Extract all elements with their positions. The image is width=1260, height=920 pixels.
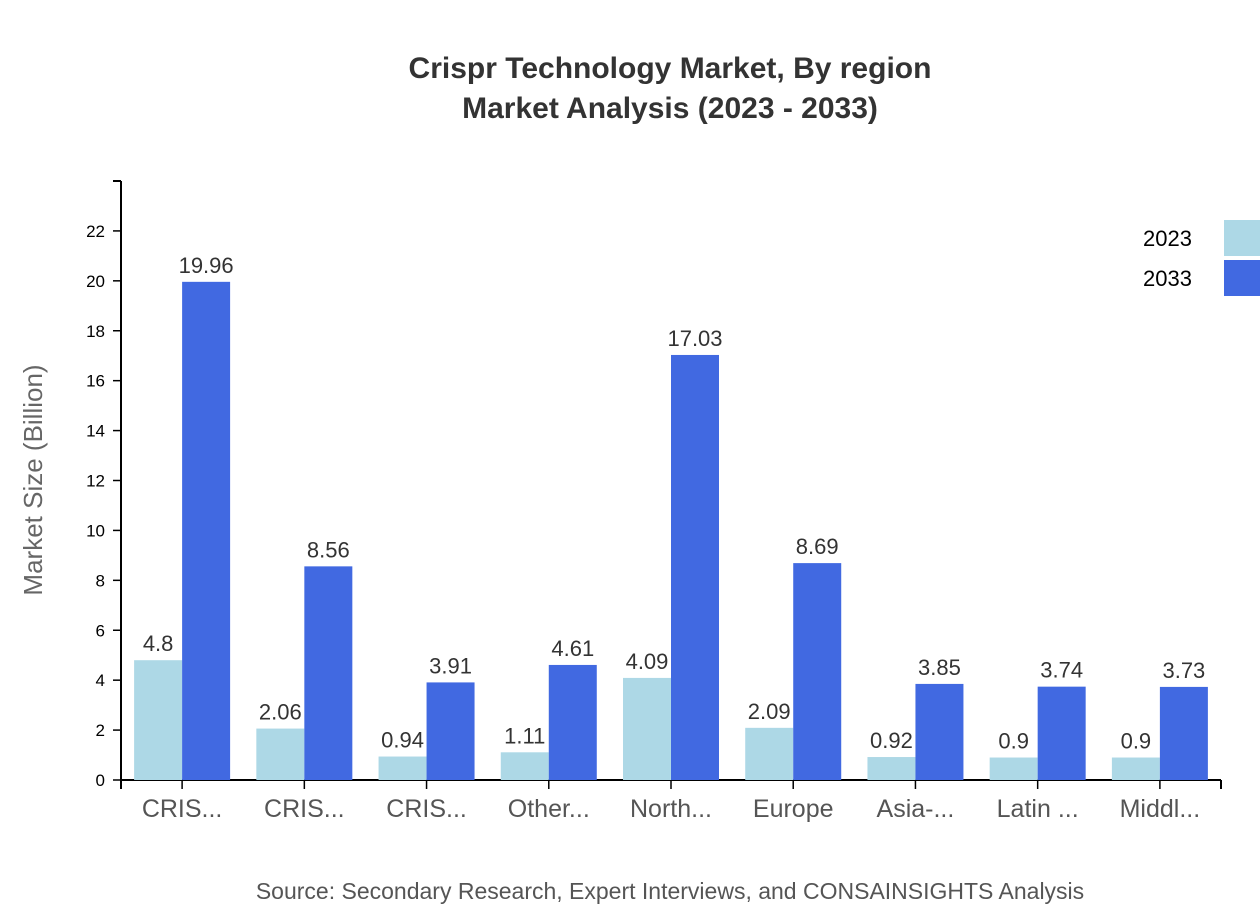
x-tick-label: CRIS... (386, 795, 467, 823)
data-label: 0.9 (1121, 729, 1152, 754)
data-label: 3.91 (429, 653, 472, 678)
data-label: 3.73 (1162, 658, 1205, 683)
x-tick-label: Middl... (1120, 795, 1201, 823)
x-tick-label: Europe (753, 795, 834, 823)
bar-2023 (500, 752, 549, 780)
data-label: 19.96 (179, 253, 234, 278)
chart-title: Crispr Technology Market, By region (408, 52, 932, 85)
y-tick-label: 8 (96, 571, 105, 590)
data-label: 1.11 (504, 723, 545, 748)
bar-2033 (1037, 686, 1086, 780)
bar-2023 (989, 757, 1038, 780)
legend-label: 2023 (1143, 226, 1192, 251)
legend-swatch-2033 (1224, 260, 1260, 296)
y-tick-label: 14 (86, 422, 105, 441)
bar-2033 (1159, 686, 1208, 780)
x-tick-label: CRIS... (142, 795, 223, 823)
data-label: 3.74 (1040, 658, 1083, 683)
bar-2023 (134, 660, 183, 780)
data-label: 0.92 (870, 728, 913, 753)
bar-2033 (304, 566, 353, 780)
data-label: 4.61 (551, 636, 594, 661)
y-tick-label: 10 (86, 521, 105, 540)
legend-swatch-2023 (1224, 220, 1260, 256)
bar-2033 (426, 682, 475, 780)
y-tick-label: 18 (86, 322, 105, 341)
data-label: 2.09 (748, 699, 791, 724)
y-tick-label: 22 (86, 222, 105, 241)
legend-label: 2033 (1143, 266, 1192, 291)
y-tick-label: 0 (96, 771, 105, 790)
data-label: 17.03 (667, 326, 722, 351)
data-label: 8.56 (307, 537, 350, 562)
y-tick-label: 6 (96, 621, 105, 640)
data-label: 3.85 (918, 655, 961, 680)
bar-2033 (548, 664, 597, 780)
bar-2023 (867, 757, 916, 780)
y-tick-label: 4 (96, 671, 105, 690)
y-axis-label: Market Size (Billion) (18, 364, 48, 595)
y-tick-label: 16 (86, 372, 105, 391)
data-label: 0.94 (381, 728, 424, 753)
y-tick-label: 12 (86, 472, 105, 491)
x-tick-label: North... (630, 795, 712, 823)
bar-2023 (1111, 757, 1160, 780)
bar-2023 (378, 756, 427, 780)
chart-subtitle: Market Analysis (2023 - 2033) (462, 92, 878, 125)
bar-2033 (915, 683, 964, 780)
bar-2033 (793, 563, 842, 780)
bar-2033 (182, 281, 231, 780)
bar-2023 (745, 727, 794, 780)
x-tick-label: CRIS... (264, 795, 345, 823)
data-label: 8.69 (796, 534, 839, 559)
bar-2033 (671, 354, 719, 780)
bar-2023 (256, 728, 305, 780)
source-note: Source: Secondary Research, Expert Inter… (255, 878, 1085, 904)
data-label: 2.06 (259, 700, 302, 725)
data-label: 0.9 (998, 729, 1029, 754)
x-tick-label: Other... (508, 795, 590, 823)
y-tick-label: 20 (86, 272, 105, 291)
bar-2023 (623, 677, 671, 780)
y-tick-label: 2 (96, 721, 105, 740)
x-tick-label: Latin ... (997, 795, 1079, 823)
x-tick-label: Asia-... (877, 795, 955, 823)
data-label: 4.8 (143, 631, 174, 656)
data-label: 4.09 (626, 649, 669, 674)
